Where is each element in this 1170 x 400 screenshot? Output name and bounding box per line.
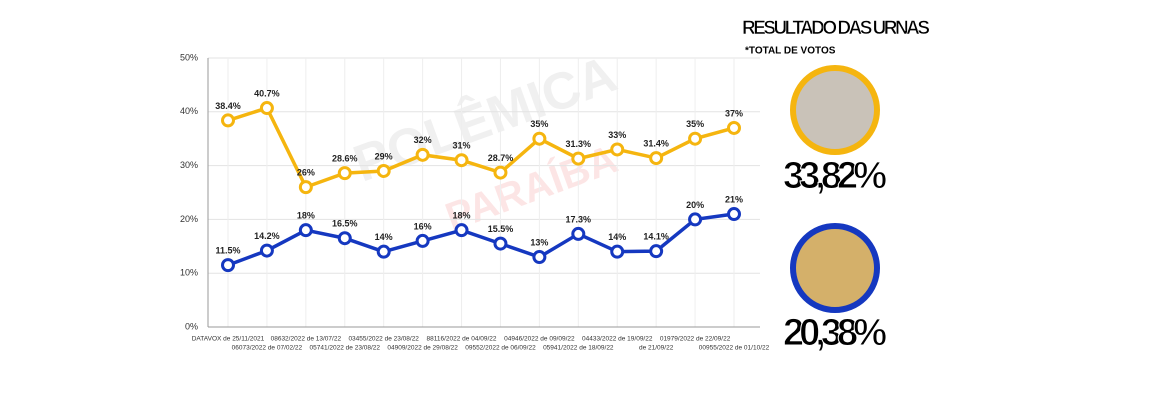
y-tick-label: 30% — [180, 160, 198, 170]
point — [688, 212, 703, 227]
point — [376, 244, 391, 259]
y-tick-label: 50% — [180, 52, 198, 62]
data-label: 14% — [375, 232, 393, 242]
panel-title: RESULTADO DAS URNAS — [742, 18, 930, 39]
x-tick-label: 04433/2022 de 19/09/22 — [582, 336, 653, 343]
point — [259, 243, 274, 258]
data-label: 35% — [530, 119, 548, 129]
data-label: 31% — [453, 141, 471, 151]
x-tick-label: 04946/2022 de 09/09/22 — [504, 336, 575, 343]
point — [688, 131, 703, 146]
data-label: 14.1% — [643, 232, 669, 242]
point — [571, 151, 586, 166]
data-label: 11.5% — [215, 246, 240, 256]
result-value: 33,82% — [783, 155, 887, 197]
result-value: 20,38% — [783, 312, 887, 354]
point — [337, 166, 352, 181]
data-label: 14.2% — [254, 231, 280, 241]
point — [415, 233, 430, 248]
data-label: 38.4% — [215, 101, 241, 111]
data-label: 16.5% — [332, 219, 358, 229]
point — [532, 131, 547, 146]
point — [493, 165, 508, 180]
point — [415, 147, 430, 162]
data-label: 28.7% — [488, 153, 514, 163]
point — [337, 231, 352, 246]
point — [221, 258, 235, 273]
data-label: 29% — [375, 151, 393, 161]
y-tick-label: 10% — [180, 268, 198, 278]
point — [571, 226, 586, 241]
point — [298, 180, 313, 195]
x-tick-label: de 21/09/22 — [639, 345, 674, 352]
data-label: 13% — [530, 237, 548, 247]
data-label: 21% — [725, 194, 743, 204]
point — [493, 236, 508, 251]
data-label: 17.3% — [566, 214, 592, 224]
y-tick-label: 0% — [185, 321, 198, 331]
x-tick-label: 88116/2022 de 04/09/22 — [427, 336, 497, 343]
panel-note: *TOTAL DE VOTOS — [745, 46, 836, 57]
y-tick-label: 20% — [180, 214, 198, 224]
point — [221, 113, 235, 128]
data-label: 40.7% — [254, 88, 280, 98]
x-tick-label: 09552/2022 de 06/09/22 — [465, 345, 536, 352]
x-tick-label: 06073/2022 de 07/02/22 — [232, 345, 303, 352]
point — [610, 244, 625, 259]
point — [649, 244, 664, 259]
data-label: 37% — [725, 108, 743, 118]
data-label: 31.3% — [566, 139, 592, 149]
point — [454, 223, 469, 238]
data-label: 33% — [608, 130, 626, 140]
point — [649, 151, 664, 166]
x-tick-label: 05941/2022 de 18/09/22 — [543, 345, 614, 352]
candidate-photo — [790, 223, 880, 313]
x-tick-label: 00955/2022 de 01/10/22 — [699, 345, 770, 352]
x-tick-label: 08632/2022 de 13/07/22 — [271, 336, 342, 343]
x-tick-label: 03455/2022 de 23/08/22 — [348, 336, 419, 343]
data-label: 14% — [608, 232, 626, 242]
point — [610, 142, 625, 157]
point — [727, 207, 741, 222]
data-label: 20% — [686, 200, 704, 210]
data-label: 18% — [297, 211, 315, 221]
point — [259, 101, 274, 116]
data-label: 35% — [686, 119, 704, 129]
point — [454, 153, 469, 168]
point — [376, 163, 391, 178]
point — [727, 120, 741, 135]
data-label: 31.4% — [643, 138, 669, 148]
candidate-photo — [790, 65, 880, 155]
data-label: 26% — [297, 167, 315, 177]
point — [532, 250, 547, 265]
data-label: 15.5% — [488, 224, 514, 234]
x-tick-label: 01979/2022 de 22/09/22 — [660, 336, 731, 343]
data-label: 16% — [414, 221, 432, 231]
x-tick-label: DATAVOX de 25/11/2021 — [192, 336, 265, 343]
data-label: 18% — [453, 211, 471, 221]
x-tick-label: 05741/2022 de 23/08/22 — [310, 345, 381, 352]
point — [298, 223, 313, 238]
data-label: 28.6% — [332, 154, 358, 164]
y-tick-label: 40% — [180, 106, 198, 116]
x-tick-label: 04909/2022 de 29/08/22 — [387, 345, 458, 352]
data-label: 32% — [414, 135, 432, 145]
